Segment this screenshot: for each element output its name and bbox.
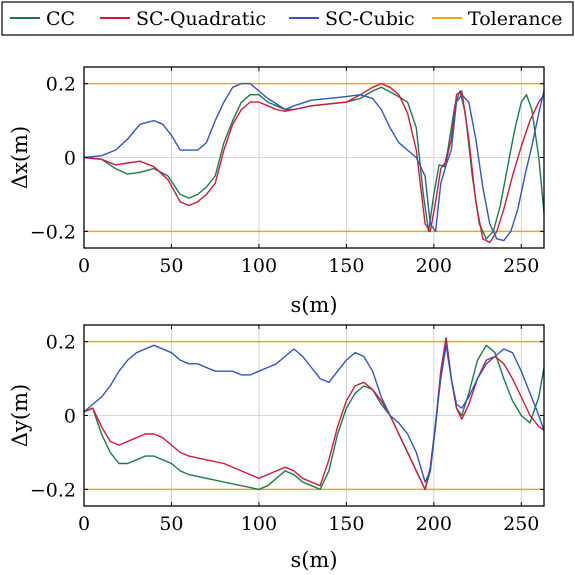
delta-x-x-axis-label: s(m) [290,293,337,317]
delta-y-y-tick-label: 0.2 [46,332,76,354]
delta-y-series-sc-cubic [83,344,545,483]
delta-x-x-tick-label: 250 [503,255,539,277]
delta-x-y-tick-label: 0.2 [46,74,76,96]
delta-y-tolerance-lines [84,340,544,491]
delta-x-x-tick-label: 0 [78,255,90,277]
delta-y-x-tick-label: 250 [503,513,539,535]
legend-label-cc: CC [46,8,75,30]
legend-label-tolerance: Tolerance [468,8,563,30]
delta-x-x-tick-label: 100 [241,255,277,277]
legend-box [1,1,574,36]
legend-label-sc-cubic: SC-Cubic [325,8,415,30]
delta-y-x-axis-label: s(m) [290,548,337,572]
delta-x-x-tick-label: 150 [328,255,364,277]
delta-y-y-axis-label: Δy(m) [8,384,32,447]
delta-y-x-tick-label: 100 [241,513,277,535]
delta-x-y-tick-label: 0 [64,148,76,170]
delta-x-series-sc-quadratic [83,82,545,244]
delta-x-tolerance-lines [84,82,544,233]
delta-y-series [83,337,545,491]
delta-x-x-tick-label: 200 [416,255,452,277]
delta-x-x-tick-label: 50 [159,255,183,277]
delta-y-x-tick-label: 0 [78,513,90,535]
delta-y-y-tick-label: 0 [64,406,76,428]
legend-label-sc-quadratic: SC-Quadratic [136,8,266,30]
delta-y-series-cc [83,337,545,491]
delta-y-x-tick-label: 200 [416,513,452,535]
delta-y-series-sc-quadratic [83,337,545,491]
delta-y-y-tick-label: −0.2 [30,479,76,501]
delta-y-ticks: 0 50 100 150 200 250−0.200.2 [30,325,544,535]
legend: CC SC-Quadratic SC-Cubic Tolerance [1,1,574,36]
delta-x-series [83,82,545,244]
delta-x-ticks: 0 50 100 150 200 250−0.200.2 [30,67,544,277]
delta-y-plot: 0 50 100 150 200 250−0.200.2 Δy(m) s(m) [8,324,545,572]
delta-y-x-tick-label: 150 [328,513,364,535]
delta-y-grid [83,325,544,506]
delta-x-y-tick-label: −0.2 [30,221,76,243]
delta-x-grid [83,67,544,248]
delta-x-plot: 0 50 100 150 200 250−0.200.2 Δx(m) s(m) [8,66,545,317]
delta-x-series-sc-cubic [83,82,545,242]
delta-x-y-axis-label: Δx(m) [8,126,32,189]
delta-x-series-cc [83,86,545,240]
delta-y-x-tick-label: 50 [159,513,183,535]
